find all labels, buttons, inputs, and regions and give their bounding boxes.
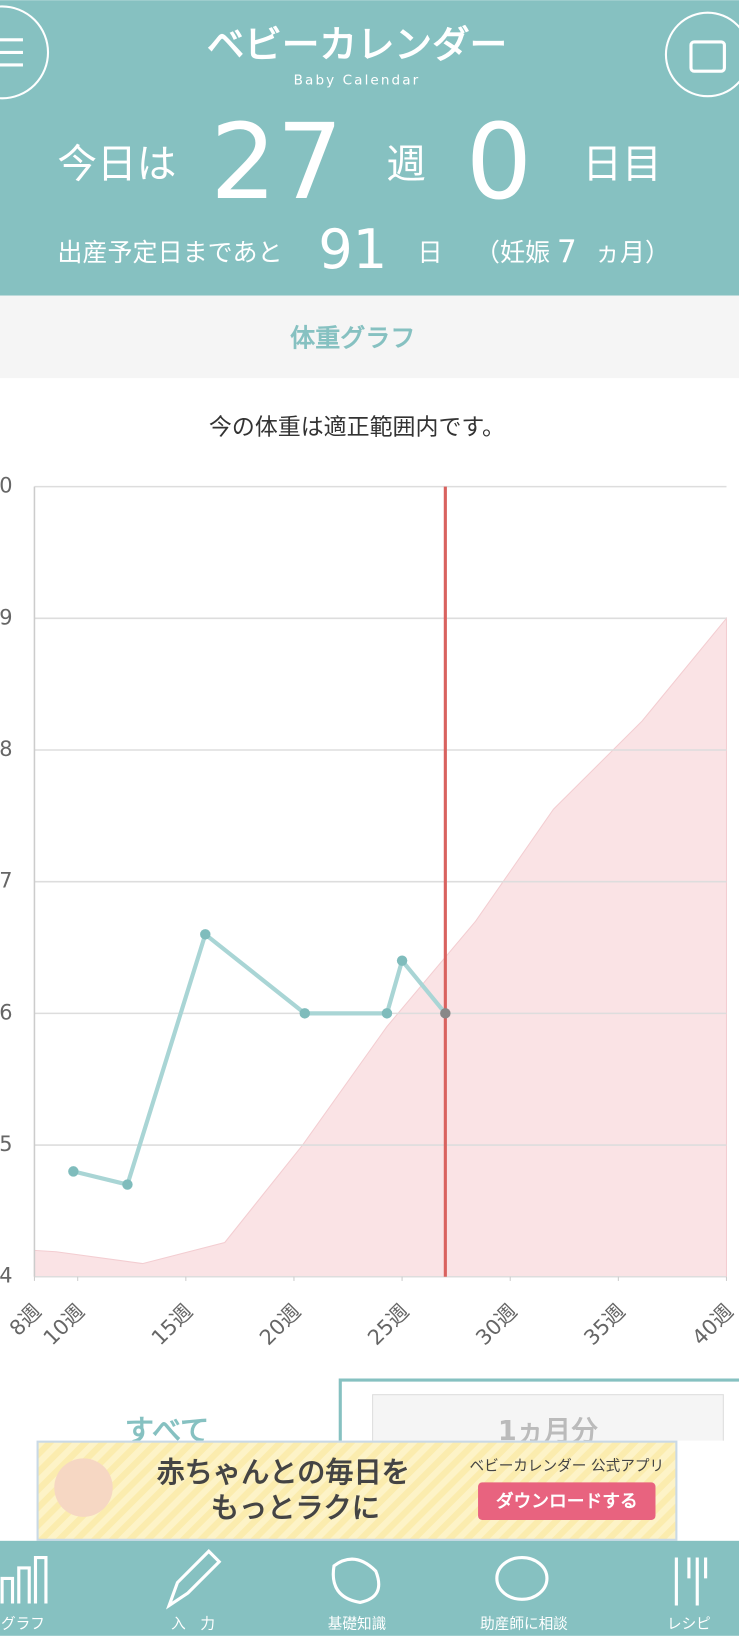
- x-tick-label: 30週: [471, 1299, 522, 1350]
- today-prefix: 今日は: [57, 142, 176, 188]
- weight-point: [381, 1008, 393, 1019]
- y-tick-label: 55: [0, 1132, 13, 1156]
- week: 27: [210, 101, 343, 223]
- nav-bar: [0, 1540, 739, 1636]
- tab-border: [338, 1378, 739, 1441]
- weight-point: [299, 1008, 310, 1019]
- banner-brand: ベビーカレンダー 公式アプリ: [469, 1458, 664, 1475]
- month: 7: [557, 234, 577, 270]
- y-tick-label: 54: [0, 1264, 13, 1288]
- y-tick-label: 60: [0, 474, 13, 498]
- x-tick-label: 10週: [39, 1299, 90, 1350]
- range-tabs: すべて 1ヵ月分: [125, 1378, 739, 1447]
- x-tick-label: 40週: [687, 1299, 738, 1350]
- logo-sub: Baby Calendar: [294, 73, 421, 89]
- banner-button-label: ダウンロードする: [496, 1490, 638, 1512]
- range-area: [33, 616, 727, 1278]
- x-tick-label: 25週: [363, 1299, 414, 1350]
- y-tick-label: 56: [0, 1000, 13, 1024]
- nav-label[interactable]: 助産師に相談: [480, 1615, 568, 1632]
- nav-label[interactable]: 入 力: [171, 1615, 215, 1632]
- y-tick-label: 58: [0, 737, 13, 761]
- week-unit: 週: [386, 142, 426, 188]
- tab[interactable]: 体重グラフ: [290, 323, 415, 352]
- banner-button[interactable]: [478, 1482, 656, 1520]
- due-prefix: 出産予定日まであと: [57, 238, 282, 267]
- day: 0: [466, 101, 532, 223]
- icon-pen: [165, 1549, 222, 1610]
- y-tick-label: 59: [0, 605, 13, 629]
- menu-icon: [0, 38, 23, 67]
- weight-point: [396, 955, 408, 966]
- days-left: 91: [318, 218, 387, 281]
- weight-point: [440, 1008, 451, 1019]
- icon-chat: [495, 1555, 549, 1601]
- header-bg: [0, 0, 739, 296]
- message: 今の体重は適正範囲内です。: [209, 415, 505, 441]
- banner-line2: もっとラクに: [211, 1492, 380, 1525]
- x-tick-label: 20週: [255, 1299, 306, 1350]
- tab-all[interactable]: すべて: [125, 1413, 209, 1447]
- weight-point: [122, 1179, 133, 1190]
- tab-bar: [0, 295, 739, 379]
- banner-line1: 赤ちゃんとの毎日を: [157, 1456, 410, 1489]
- calendar-button[interactable]: [664, 11, 739, 98]
- tab-month-bg: [372, 1394, 724, 1441]
- tab-month[interactable]: 1ヵ月分: [498, 1416, 598, 1447]
- calendar-icon: [689, 40, 726, 73]
- nav-icons: [0, 1549, 708, 1610]
- x-tick-label: 35週: [579, 1299, 630, 1350]
- banner-baby: [54, 1458, 113, 1517]
- y-tick-label: 57: [0, 869, 13, 893]
- chart: 545556575859608週10週15週20週25週30週35週40週: [0, 474, 738, 1350]
- month-prefix: （妊娠: [475, 238, 550, 267]
- nav-label[interactable]: 基礎知識: [328, 1615, 386, 1632]
- logo: ベビーカレンダー: [207, 23, 508, 67]
- icon-recipe: [674, 1557, 708, 1606]
- day-unit: 日目: [582, 142, 661, 188]
- menu-button[interactable]: [0, 5, 50, 100]
- weight-point: [68, 1166, 79, 1177]
- nav-label[interactable]: レシピ: [667, 1615, 711, 1632]
- x-tick-label: 15週: [147, 1299, 198, 1350]
- weight-point: [200, 929, 211, 940]
- days-unit: 日: [418, 238, 443, 267]
- icon-graph: [0, 1555, 48, 1604]
- icon-knowledge: [331, 1557, 381, 1604]
- nav-label[interactable]: グラフ: [1, 1615, 45, 1632]
- month-unit: ヵ月）: [595, 238, 670, 267]
